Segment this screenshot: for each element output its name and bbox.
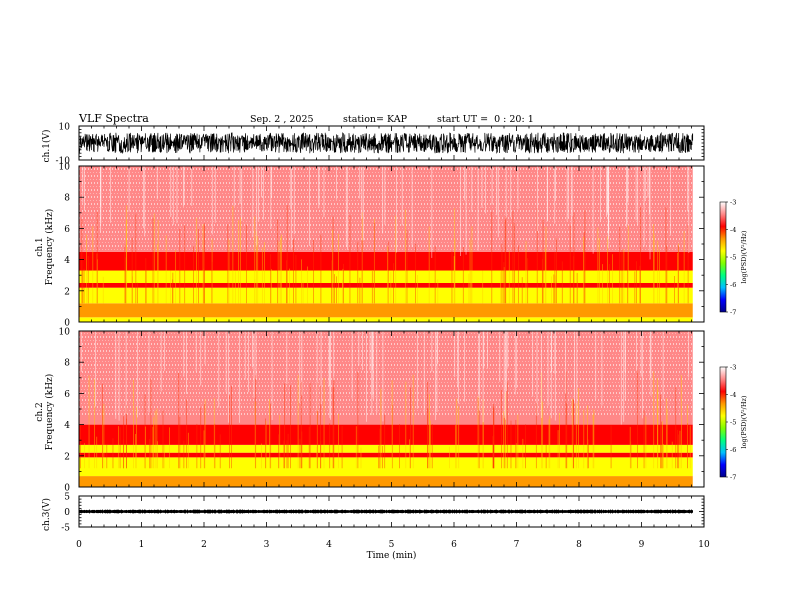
ch2-spectrogram-tick-label: 10 <box>59 328 71 338</box>
spectral-band <box>79 270 693 283</box>
ch2-spectrogram-colorbar-label: log(PSD)(V²/Hz) <box>740 395 748 448</box>
ch3-waveform-tick-label: 5 <box>64 493 70 503</box>
x-tick-label: 10 <box>698 540 710 550</box>
x-tick-label: 6 <box>451 540 457 550</box>
ch1-spectrogram-ylabel-channel: ch.1 <box>35 237 45 256</box>
ch1-spectrogram-colorbar-label: log(PSD)(V²/Hz) <box>740 230 748 283</box>
ch1-spectrogram-image <box>78 166 693 322</box>
ch1-spectrogram-colorbar-tick-label: -4 <box>730 226 736 234</box>
ch3-waveform <box>79 509 693 514</box>
ch2-spectrogram-colorbar <box>719 366 727 478</box>
x-tick-label: 2 <box>201 540 207 550</box>
ch2-spectrogram-colorbar-tick-label: -5 <box>730 419 736 427</box>
ch1-spectrogram-tick-label: 6 <box>64 225 70 235</box>
ch2-spectrogram-colorbar-tick-label: -4 <box>730 391 736 399</box>
ch2-spectrogram-colorbar-tick-label: -3 <box>730 364 736 372</box>
ch2-spectrogram-tick-label: 4 <box>64 421 70 431</box>
spectral-band <box>79 283 693 288</box>
ch1-spectrogram-colorbar <box>719 201 727 313</box>
ch1-spectrogram-colorbar-tick-label: -6 <box>730 281 736 289</box>
ch1-spectrogram-ylabel-frequency: Frequency (kHz) <box>44 209 55 286</box>
ch2-spectrogram-image <box>78 331 693 487</box>
spectral-band <box>79 457 693 477</box>
ch2-spectrogram-colorbar-tick-label: -7 <box>730 474 736 482</box>
x-tick-label: 5 <box>389 540 395 550</box>
x-tick-label: 0 <box>76 540 82 550</box>
ch3-waveform-tick-label: 0 <box>64 508 70 518</box>
ch1-spectrogram-colorbar-tick-label: -3 <box>730 199 736 207</box>
spectral-band <box>79 444 693 453</box>
ch2-spectrogram-tick-label: 6 <box>64 390 70 400</box>
station-label: station= KAP <box>343 114 407 125</box>
x-tick-label: 9 <box>639 540 645 550</box>
ch1-spectrogram-tick-label: 4 <box>64 256 70 266</box>
x-tick-label: 1 <box>139 540 145 550</box>
ch1-waveform-tick-label: 10 <box>59 123 71 133</box>
x-tick-label: 7 <box>514 540 520 550</box>
spectral-band <box>79 287 693 304</box>
date-label: Sep. 2 , 2025 <box>250 114 314 125</box>
spectral-band <box>79 303 693 318</box>
ch1-spectrogram-tick-label: 10 <box>59 163 71 173</box>
start-time-label: start UT = 0 : 20: 1 <box>437 114 534 125</box>
ch1-spectrogram-colorbar-tick-label: -5 <box>730 254 736 262</box>
x-tick-label: 4 <box>326 540 332 550</box>
page-title: VLF Spectra <box>79 112 149 125</box>
ch2-spectrogram-tick-label: 8 <box>64 359 70 369</box>
ch3-waveform-ylabel: ch.3(V) <box>41 498 52 531</box>
x-axis-label: Time (min) <box>367 550 417 561</box>
ch1-spectrogram-colorbar-tick-label: -7 <box>730 309 736 317</box>
spectral-band <box>79 317 693 322</box>
ch2-spectrogram-colorbar-tick-label: -6 <box>730 446 736 454</box>
spectral-band <box>79 251 693 271</box>
ch2-spectrogram-ylabel-frequency: Frequency (kHz) <box>44 374 55 451</box>
ch1-spectrogram-tick-label: 0 <box>64 319 70 329</box>
spectral-band <box>79 452 693 458</box>
ch1-waveform <box>79 131 694 155</box>
spectral-texture <box>79 331 693 417</box>
ch1-spectrogram-tick-label: 2 <box>64 287 70 297</box>
spectral-texture <box>79 166 693 252</box>
ch1-waveform-ylabel: ch.1(V) <box>41 130 52 163</box>
ch2-spectrogram-ylabel-channel: ch.2 <box>35 402 45 421</box>
x-tick-label: 3 <box>264 540 270 550</box>
ch1-spectrogram-tick-label: 8 <box>64 194 70 204</box>
spectral-band <box>79 476 693 487</box>
ch1-waveform-tick-label: -10 <box>56 157 71 167</box>
x-tick-label: 8 <box>576 540 582 550</box>
spectral-band <box>79 424 693 445</box>
ch3-waveform-tick-label: -5 <box>61 524 70 534</box>
ch2-spectrogram-tick-label: 2 <box>64 452 70 462</box>
ch2-spectrogram-tick-label: 0 <box>64 484 70 494</box>
